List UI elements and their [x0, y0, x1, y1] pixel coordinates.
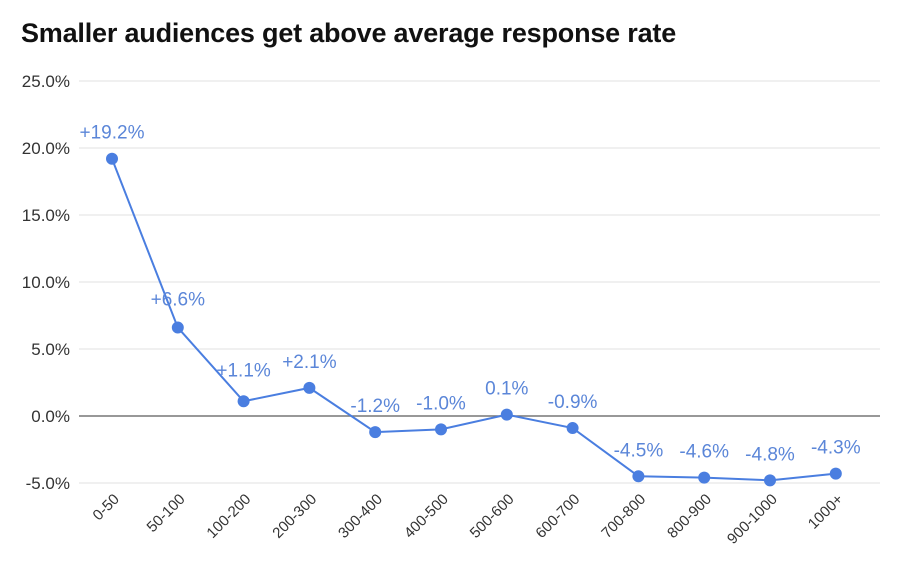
data-point: [632, 470, 645, 483]
x-tick-label: 800-900: [664, 491, 715, 542]
data-point: [106, 152, 118, 165]
y-tick-label: 10.0%: [22, 273, 70, 292]
x-tick-label: 300-400: [335, 491, 386, 542]
data-point: [237, 395, 250, 408]
data-point: [303, 381, 316, 394]
y-tick-label: 15.0%: [22, 206, 70, 225]
data-label: -1.0%: [416, 393, 466, 414]
data-point: [764, 474, 776, 487]
y-tick-label: -5.0%: [26, 474, 70, 493]
data-label: +2.1%: [282, 352, 337, 373]
x-tick-label: 600-700: [532, 491, 583, 542]
data-label: -4.6%: [679, 442, 729, 463]
data-point: [698, 471, 711, 484]
data-label: +6.6%: [151, 290, 206, 311]
data-label: -1.2%: [350, 396, 400, 417]
chart-title: Smaller audiences get above average resp…: [21, 18, 677, 48]
x-tick-label: 0-50: [90, 491, 123, 524]
x-tick-label: 400-500: [401, 491, 452, 542]
x-tick-label: 200-300: [269, 491, 320, 542]
data-label: +19.2%: [80, 123, 145, 144]
data-label: -4.3%: [811, 438, 861, 459]
x-tick-label: 50-100: [144, 491, 189, 536]
data-point: [829, 467, 842, 480]
x-tick-label: 500-600: [467, 491, 518, 542]
y-tick-label: 5.0%: [31, 340, 70, 359]
x-tick-label: 1000+: [805, 491, 847, 533]
data-label: 0.1%: [485, 379, 528, 400]
data-point: [369, 426, 382, 439]
x-tick-label: 100-200: [203, 491, 254, 542]
data-point: [435, 423, 447, 436]
data-point: [566, 422, 579, 435]
series-line: [111, 158, 836, 482]
y-tick-label: 25.0%: [22, 72, 70, 91]
data-label: -0.9%: [548, 392, 598, 413]
data-label: -4.5%: [614, 440, 664, 461]
x-tick-label: 700-800: [598, 491, 649, 542]
data-label: -4.8%: [745, 444, 795, 465]
data-point: [500, 408, 513, 421]
y-tick-label: 20.0%: [22, 139, 70, 158]
data-point: [171, 321, 184, 334]
data-label: +1.1%: [216, 360, 271, 381]
y-tick-label: 0.0%: [31, 407, 70, 426]
x-tick-label: 900-1000: [724, 491, 781, 548]
